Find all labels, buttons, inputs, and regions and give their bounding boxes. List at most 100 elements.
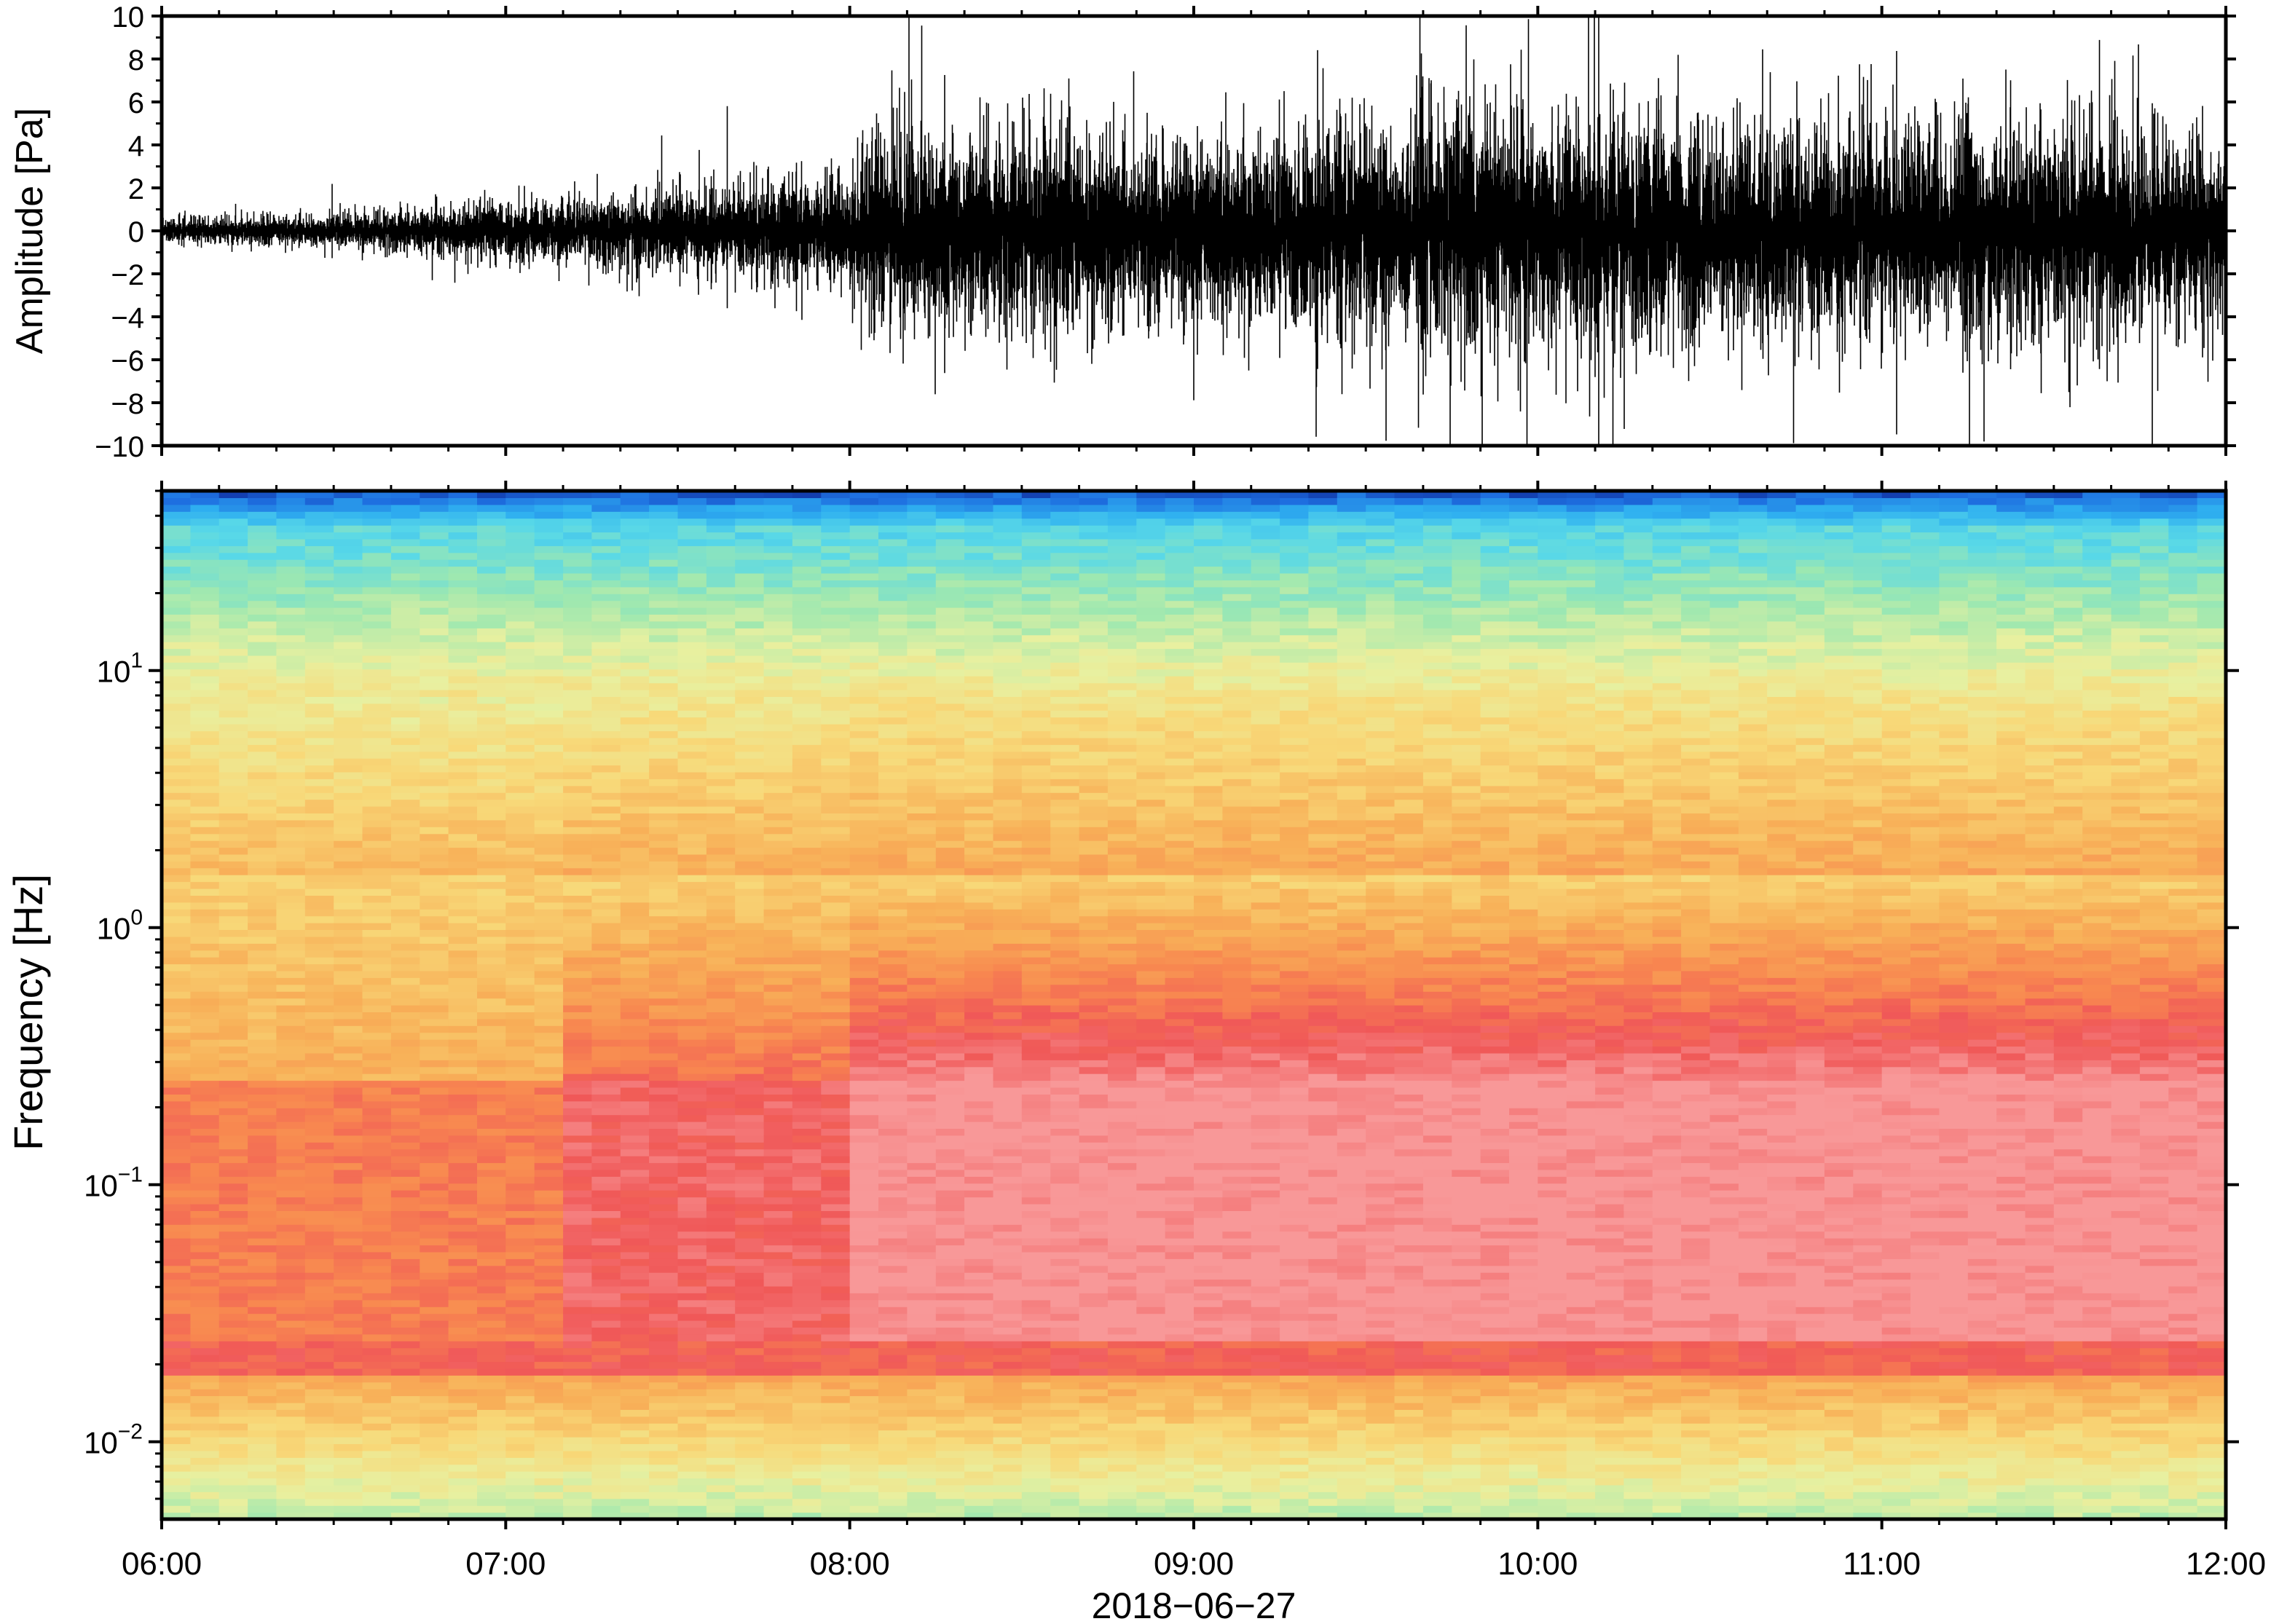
spectrogram-cell [334, 737, 363, 745]
spectrogram-cell [735, 929, 765, 937]
spectrogram-cell [420, 806, 449, 813]
spectrogram-cell [591, 1231, 621, 1239]
spectrogram-cell [935, 819, 965, 827]
spectrogram-cell [448, 518, 478, 526]
spectrogram-cell [563, 1403, 593, 1410]
spectrogram-cell [735, 977, 765, 985]
spectrogram-cell [993, 1100, 1023, 1108]
spectrogram-cell [1021, 1327, 1051, 1335]
spectrogram-cell [505, 1443, 535, 1451]
spectrogram-cell [534, 1108, 564, 1116]
spectrogram-cell [964, 984, 994, 992]
spectrogram-cell [878, 936, 908, 944]
spectrogram-cell [649, 751, 679, 759]
spectrogram-cell [219, 1512, 248, 1519]
spectrogram-cell [248, 1416, 278, 1424]
spectrogram-cell [563, 1505, 593, 1513]
spectrogram-cell [334, 1333, 363, 1341]
spectrogram-cell [649, 1430, 679, 1438]
spectrogram-cell [1079, 1190, 1109, 1198]
spectrogram-cell [821, 1114, 851, 1122]
spectrogram-cell [964, 895, 994, 903]
spectrogram-cell [591, 984, 621, 992]
spectrogram-cell [735, 1032, 765, 1040]
spectrogram-cell [763, 792, 793, 800]
spectrogram-cell [276, 779, 306, 787]
spectrogram-cell [792, 813, 822, 821]
spectrogram-cell [477, 1375, 506, 1383]
spectrogram-cell [735, 1162, 765, 1170]
spectrogram-cell [162, 1443, 191, 1451]
spectrogram-cell [907, 1512, 937, 1519]
spectrogram-cell [792, 1060, 822, 1068]
spectrogram-cell [792, 730, 822, 738]
spectrogram-cell [304, 1416, 334, 1424]
spectrogram-cell [849, 923, 879, 930]
spectrogram-cell [162, 737, 191, 745]
spectrogram-cell [591, 950, 621, 958]
spectrogram-cell [677, 875, 707, 883]
spectrogram-cell [792, 991, 822, 999]
spectrogram-cell [276, 655, 306, 663]
spectrogram-cell [620, 929, 650, 937]
spectrogram-cell [878, 1100, 908, 1108]
spectrogram-cell [706, 1135, 736, 1143]
spectrogram-cell [907, 559, 937, 567]
spectrogram-cell [162, 620, 191, 628]
spectrogram-cell [821, 607, 851, 615]
spectrogram-cell [677, 628, 707, 636]
spectrogram-cell [563, 1491, 593, 1499]
spectrogram-cell [248, 532, 278, 540]
spectrogram-cell [649, 730, 679, 738]
spectrogram-cell [677, 1381, 707, 1390]
spectrogram-cell [362, 833, 392, 841]
spectrogram-cell [849, 970, 879, 978]
spectrogram-cell [907, 710, 937, 718]
spectrogram-cell [1050, 1512, 1080, 1519]
spectrogram-cell [1079, 827, 1109, 835]
spectrogram-cell [763, 724, 793, 732]
spectrogram-cell [849, 1197, 879, 1205]
spectrogram-cell [591, 518, 621, 526]
spectrogram-cell [448, 1108, 478, 1116]
spectrogram-cell [276, 669, 306, 677]
spectrogram-cell [563, 1231, 593, 1239]
spectrogram-cell [821, 1052, 851, 1060]
spectrogram-cell [907, 1347, 937, 1355]
spectrogram-cell [878, 1052, 908, 1060]
spectrogram-cell [505, 594, 535, 602]
spectrogram-cell [304, 1039, 334, 1047]
spectrogram-cell [448, 586, 478, 594]
spectrogram-cell [276, 1100, 306, 1108]
spectrogram-cell [448, 861, 478, 869]
spectrogram-cell [620, 607, 650, 615]
spectrogram-cell [649, 854, 679, 862]
spectrogram-cell [534, 1142, 564, 1150]
spectrogram-cell [649, 950, 679, 958]
spectrogram-cell [563, 895, 593, 903]
spectrogram-cell [649, 669, 679, 677]
spectrogram-cell [792, 861, 822, 869]
spectrogram-cell [907, 730, 937, 738]
spectrogram-cell [448, 717, 478, 725]
spectrogram-cell [935, 607, 965, 615]
spectrogram-cell [505, 744, 535, 752]
spectrogram-cell [276, 1355, 306, 1363]
spectrogram-cell [390, 614, 420, 622]
spectrogram-cell [706, 970, 736, 978]
spectrogram-cell [534, 1156, 564, 1164]
spectrogram-cell [935, 559, 965, 567]
spectrogram-cell [993, 1197, 1023, 1205]
spectrogram-cell [849, 1238, 879, 1246]
spectrogram-cell [276, 1320, 306, 1328]
spectrogram-cell [849, 545, 879, 553]
spectrogram-cell [248, 662, 278, 670]
spectrogram-cell [420, 943, 449, 951]
spectrogram-cell [248, 1162, 278, 1170]
spectrogram-cell [420, 648, 449, 656]
spectrogram-cell [505, 497, 535, 505]
spectrogram-cell [591, 737, 621, 745]
spectrogram-cell [1050, 1293, 1080, 1301]
spectrogram-cell [190, 854, 220, 862]
spectrogram-cell [792, 1162, 822, 1170]
